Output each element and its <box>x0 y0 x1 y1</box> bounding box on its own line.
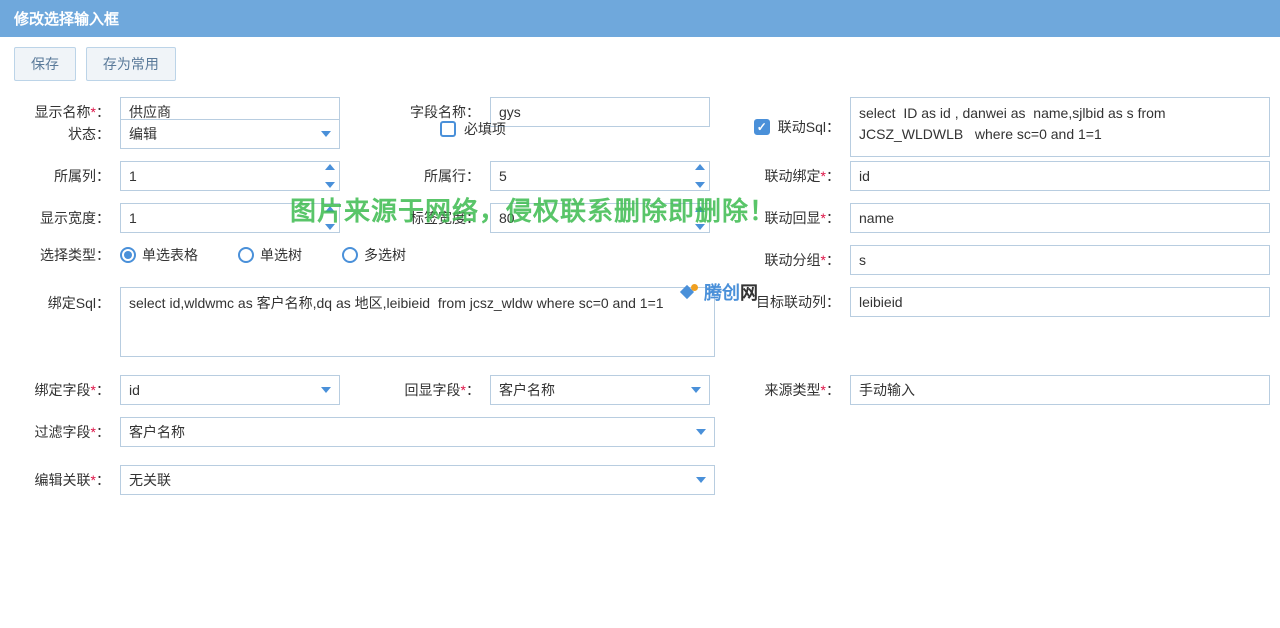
label-bind-sql: 绑定Sql： <box>10 287 120 313</box>
status-select[interactable]: 编辑 <box>120 119 340 149</box>
panel-title: 修改选择输入框 <box>14 11 119 28</box>
label-source-type: 来源类型*： <box>750 380 850 400</box>
radio-single-tree[interactable]: 单选树 <box>238 245 302 265</box>
save-button[interactable]: 保存 <box>14 47 76 81</box>
label-display-width: 显示宽度： <box>10 208 120 228</box>
chevron-down-icon <box>321 387 331 393</box>
logo-text-1: 腾创 <box>704 279 740 305</box>
save-as-common-button[interactable]: 存为常用 <box>86 47 176 81</box>
link-echo-input[interactable] <box>850 203 1270 233</box>
link-sql-textarea[interactable] <box>850 97 1270 157</box>
label-status: 状态： <box>10 124 120 144</box>
bind-sql-textarea[interactable] <box>120 287 715 357</box>
radio-single-table[interactable]: 单选表格 <box>120 245 198 265</box>
column-spinner[interactable]: 1 <box>120 161 340 191</box>
label-column: 所属列： <box>10 166 120 186</box>
chevron-down-icon <box>321 131 331 137</box>
spinner-down-icon[interactable] <box>325 182 335 188</box>
toolbar: 保存 存为常用 <box>0 37 1280 91</box>
chevron-down-icon <box>691 387 701 393</box>
label-filter-field: 过滤字段*： <box>10 422 120 442</box>
source-type-input[interactable] <box>850 375 1270 405</box>
required-checkbox[interactable] <box>440 121 456 137</box>
radio-multi-tree[interactable]: 多选树 <box>342 245 406 265</box>
link-sql-checkbox[interactable] <box>754 119 770 135</box>
panel-header: 修改选择输入框 <box>0 0 1280 37</box>
label-bind-field: 绑定字段*： <box>10 380 120 400</box>
label-echo-field: 回显字段*： <box>380 380 490 400</box>
label-target-link-col: 目标联动列： <box>750 292 850 312</box>
logo-text-2: 网 <box>740 279 758 305</box>
chevron-down-icon <box>696 429 706 435</box>
filter-field-select[interactable]: 客户名称 <box>120 417 715 447</box>
row-spinner[interactable]: 5 <box>490 161 710 191</box>
edit-relation-select[interactable]: 无关联 <box>120 465 715 495</box>
label-link-sql: 联动Sql： <box>750 117 850 137</box>
label-link-bind: 联动绑定*： <box>750 166 850 186</box>
label-required: 必填项 <box>464 119 506 139</box>
spinner-up-icon[interactable] <box>695 164 705 170</box>
target-link-col-input[interactable] <box>850 287 1270 317</box>
spinner-up-icon[interactable] <box>325 164 335 170</box>
select-type-radio-group: 单选表格 单选树 多选树 <box>120 245 715 265</box>
bind-field-select[interactable]: id <box>120 375 340 405</box>
link-bind-input[interactable] <box>850 161 1270 191</box>
echo-field-select[interactable]: 客户名称 <box>490 375 710 405</box>
watermark-text: 图片来源于网络，侵权联系删除即删除！ <box>290 191 776 228</box>
form-area: 图片来源于网络，侵权联系删除即删除！ 腾创网 显示名称*： 字段名称： 联动Sq… <box>0 91 1280 513</box>
watermark-logo: 腾创网 <box>680 279 758 305</box>
spinner-down-icon[interactable] <box>695 182 705 188</box>
chevron-down-icon <box>696 477 706 483</box>
label-edit-relation: 编辑关联*： <box>10 470 120 490</box>
link-group-input[interactable] <box>850 245 1270 275</box>
logo-icon <box>680 282 700 302</box>
label-row: 所属行： <box>380 166 490 186</box>
label-link-group: 联动分组*： <box>750 250 850 270</box>
label-select-type: 选择类型： <box>10 245 120 265</box>
